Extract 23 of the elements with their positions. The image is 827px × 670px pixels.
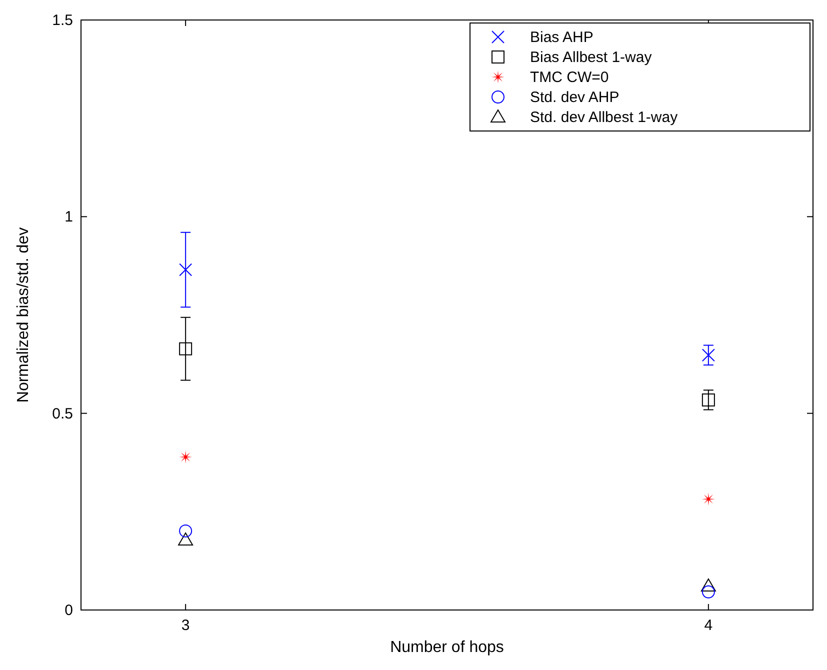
y-tick-label: 1.5: [52, 12, 73, 29]
legend-label: TMC CW=0: [530, 69, 609, 86]
legend-label: Std. dev AHP: [530, 89, 620, 106]
point: [179, 263, 192, 276]
point: [702, 348, 715, 362]
x-tick-label: 3: [181, 617, 190, 634]
point: [702, 393, 715, 406]
point: [179, 342, 192, 356]
y-tick-label: 1: [64, 208, 73, 226]
legend-label: Std. dev Allbest 1-way: [530, 109, 678, 126]
y-tick-label: 0: [64, 602, 73, 619]
point: [179, 450, 192, 464]
x-tick-label: 4: [704, 617, 713, 634]
legend-label: Bias Allbest 1-way: [530, 49, 652, 66]
y-tick-label: 0.5: [52, 405, 73, 422]
point: [179, 524, 192, 538]
legend-label: Bias AHP: [530, 29, 594, 46]
point: [702, 585, 715, 598]
x-axis-title: Number of hops: [390, 639, 504, 656]
y-axis-title: Normalized bias/std. dev: [15, 227, 32, 403]
point: [178, 532, 194, 546]
point: [700, 578, 716, 592]
point: [702, 492, 715, 506]
